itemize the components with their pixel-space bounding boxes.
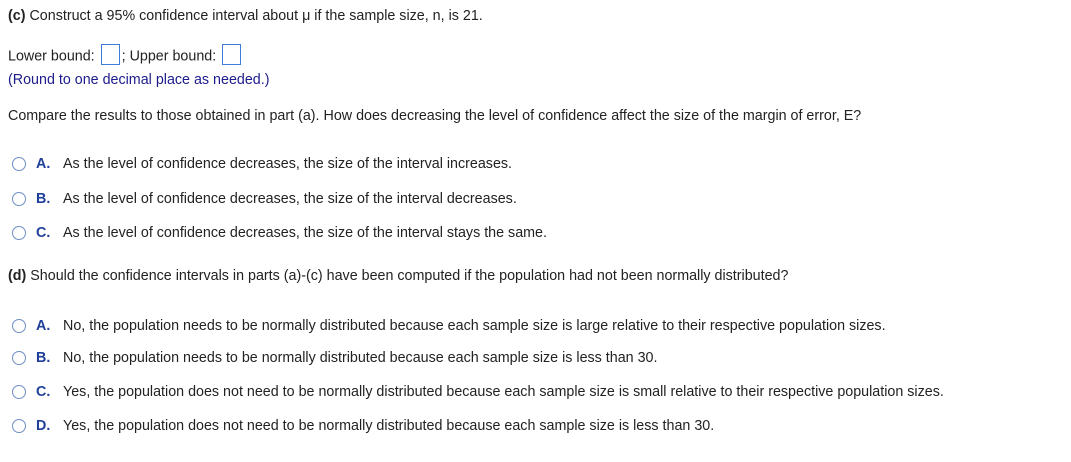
option-d-b[interactable]: B. No, the population needs to be normall… — [12, 348, 657, 368]
option-d-a[interactable]: A. No, the population needs to be normall… — [12, 316, 886, 336]
option-letter: A. — [36, 156, 51, 172]
option-text: As the level of confidence decreases, th… — [63, 191, 517, 207]
upper-bound-label: ; Upper bound: — [121, 48, 217, 65]
bounds-row: Lower bound: ; Upper bound: — [8, 44, 243, 67]
part-label: (c) — [8, 8, 26, 24]
option-letter: C. — [36, 384, 51, 400]
option-letter: D. — [36, 418, 51, 434]
question-text: Should the confidence intervals in parts… — [30, 268, 789, 284]
compare-question: Compare the results to those obtained in… — [8, 108, 862, 124]
option-text: Yes, the population does not need to be … — [63, 418, 715, 434]
option-c-b[interactable]: B. As the level of confidence decreases, … — [12, 189, 517, 209]
radio-icon[interactable] — [12, 157, 26, 171]
lower-bound-input[interactable] — [100, 44, 120, 65]
option-text: No, the population needs to be normally … — [63, 318, 886, 334]
part-label: (d) — [8, 268, 27, 284]
option-text: Yes, the population does not need to be … — [63, 384, 944, 400]
lower-bound-label: Lower bound: — [8, 48, 95, 65]
radio-icon[interactable] — [12, 419, 26, 433]
upper-bound-input[interactable] — [222, 44, 242, 65]
radio-icon[interactable] — [12, 192, 26, 206]
option-text: No, the population needs to be normally … — [63, 350, 658, 366]
option-c-c[interactable]: C. As the level of confidence decreases, … — [12, 223, 547, 243]
option-letter: C. — [36, 225, 51, 241]
radio-icon[interactable] — [12, 319, 26, 333]
option-d-d[interactable]: D. Yes, the population does not need to b… — [12, 416, 714, 436]
radio-icon[interactable] — [12, 351, 26, 365]
option-letter: B. — [36, 191, 51, 207]
option-letter: A. — [36, 318, 51, 334]
radio-icon[interactable] — [12, 385, 26, 399]
option-d-c[interactable]: C. Yes, the population does not need to b… — [12, 382, 944, 402]
part-d-question: (d) Should the confidence intervals in p… — [8, 268, 788, 284]
option-c-a[interactable]: A. As the level of confidence decreases, … — [12, 154, 512, 174]
part-c-question: (c) Construct a 95% confidence interval … — [8, 8, 483, 24]
option-text: As the level of confidence decreases, th… — [63, 156, 513, 172]
option-letter: B. — [36, 350, 51, 366]
rounding-note: (Round to one decimal place as needed.) — [8, 72, 270, 88]
question-text: Construct a 95% confidence interval abou… — [29, 8, 483, 24]
radio-icon[interactable] — [12, 226, 26, 240]
option-text: As the level of confidence decreases, th… — [63, 225, 547, 241]
